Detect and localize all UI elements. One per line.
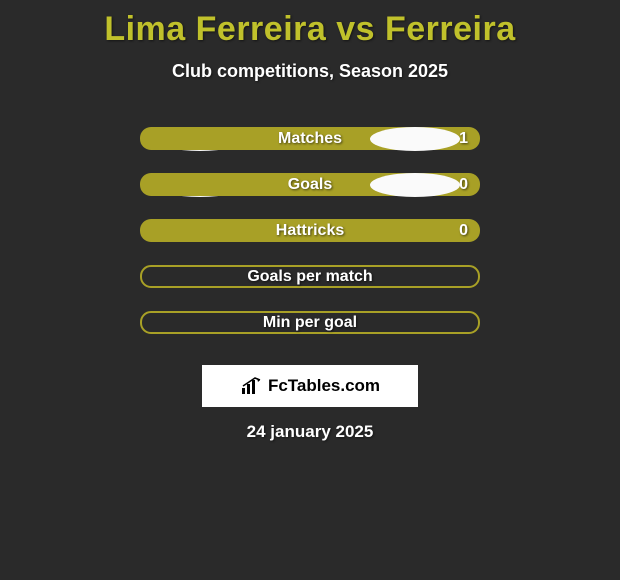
stat-label: Goals per match bbox=[247, 268, 372, 286]
date-text: 24 january 2025 bbox=[247, 422, 374, 442]
stat-label: Hattricks bbox=[276, 222, 344, 240]
player-right-marker bbox=[370, 127, 460, 151]
stat-row: Min per goal bbox=[140, 311, 480, 334]
stat-label: Goals bbox=[288, 176, 332, 194]
comparison-infographic: Lima Ferreira vs Ferreira Club competiti… bbox=[0, 0, 620, 442]
stat-bar: Min per goal bbox=[140, 311, 480, 334]
subtitle: Club competitions, Season 2025 bbox=[172, 61, 448, 82]
stat-label: Min per goal bbox=[263, 314, 357, 332]
stat-value: 1 bbox=[459, 130, 468, 148]
stat-label: Matches bbox=[278, 130, 342, 148]
stat-row: Goals per match bbox=[140, 265, 480, 288]
stat-row: Matches 1 bbox=[140, 127, 480, 150]
stat-bar: Goals per match bbox=[140, 265, 480, 288]
attribution-box: FcTables.com bbox=[202, 365, 418, 407]
chart-icon bbox=[240, 376, 264, 396]
player-right-marker bbox=[370, 173, 460, 197]
stat-row: Goals 0 bbox=[140, 173, 480, 196]
stat-value: 0 bbox=[459, 222, 468, 240]
stat-value: 0 bbox=[459, 176, 468, 194]
stat-row: Hattricks 0 bbox=[140, 219, 480, 242]
attribution-text: FcTables.com bbox=[268, 376, 380, 396]
page-title: Lima Ferreira vs Ferreira bbox=[104, 10, 515, 49]
attribution-logo: FcTables.com bbox=[240, 376, 380, 396]
stats-container: Matches 1 Goals 0 Hattricks 0 Goals per match M… bbox=[140, 127, 480, 357]
stat-bar: Hattricks 0 bbox=[140, 219, 480, 242]
